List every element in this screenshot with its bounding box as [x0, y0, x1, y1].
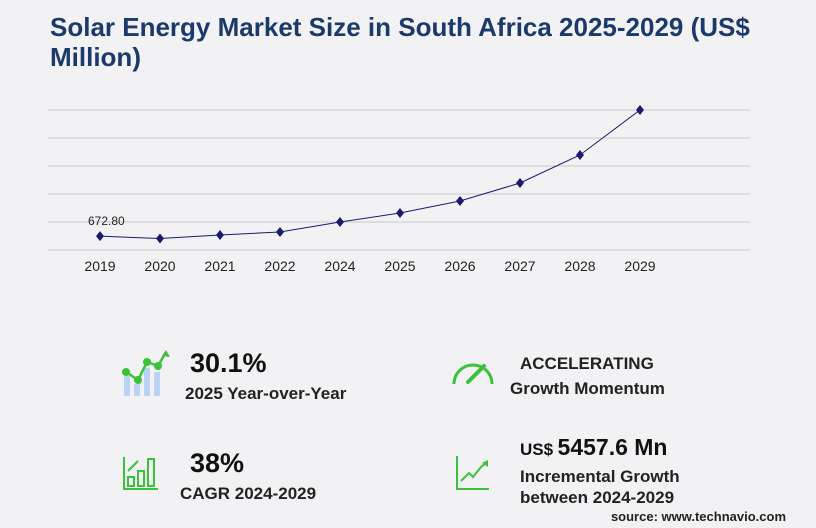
x-tick-label: 2028 [564, 258, 595, 274]
cagr-label: CAGR 2024-2029 [180, 484, 317, 503]
data-point-2021 [216, 230, 224, 241]
incremental-value: US$ 5457.6 Mn [520, 434, 667, 461]
incremental-amount: 5457.6 Mn [557, 434, 668, 460]
momentum-value: ACCELERATING [520, 354, 654, 373]
momentum-label: Growth Momentum [510, 379, 665, 398]
x-tick-label: 2027 [504, 258, 535, 274]
data-point-2019 [96, 231, 104, 242]
data-point-2020 [156, 233, 164, 244]
x-tick-label: 2022 [264, 258, 295, 274]
currency-prefix: US$ [520, 440, 554, 459]
x-tick-label: 2029 [624, 258, 655, 274]
growth-chart-icon [122, 350, 170, 396]
data-point-2022 [276, 226, 284, 237]
incremental-period: between 2024-2029 [520, 488, 675, 507]
bar-chart-icon [123, 457, 158, 490]
x-tick-label: 2025 [384, 258, 415, 274]
yoy-label: 2025 Year-over-Year [185, 384, 347, 403]
x-tick-label: 2020 [144, 258, 175, 274]
x-tick-label: 2026 [444, 258, 475, 274]
x-tick-label: 2021 [204, 258, 235, 274]
chart-title: Solar Energy Market Size in South Africa… [50, 12, 750, 72]
incremental-label: Incremental Growth [520, 467, 680, 486]
data-point-2026 [456, 196, 464, 207]
trend-line-icon [456, 456, 489, 490]
data-point-2025 [396, 207, 404, 218]
series-line [99, 109, 641, 240]
data-point-2028 [576, 149, 584, 160]
x-tick-label: 2019 [84, 258, 115, 274]
yoy-value: 30.1% [190, 348, 267, 378]
cagr-value: 38% [190, 448, 245, 478]
data-point-2029 [636, 105, 644, 115]
speedometer-icon [452, 363, 494, 385]
line-chart: 2019 672.80 2020 2021 2022 2024 2025 2026 2027 20… [48, 105, 750, 274]
data-point-2027 [516, 177, 524, 188]
data-label: 672.80 [88, 214, 125, 228]
source-credit: source: www.technavio.com [610, 509, 786, 524]
data-point-2024 [336, 216, 344, 227]
x-tick-label: 2024 [324, 258, 355, 274]
